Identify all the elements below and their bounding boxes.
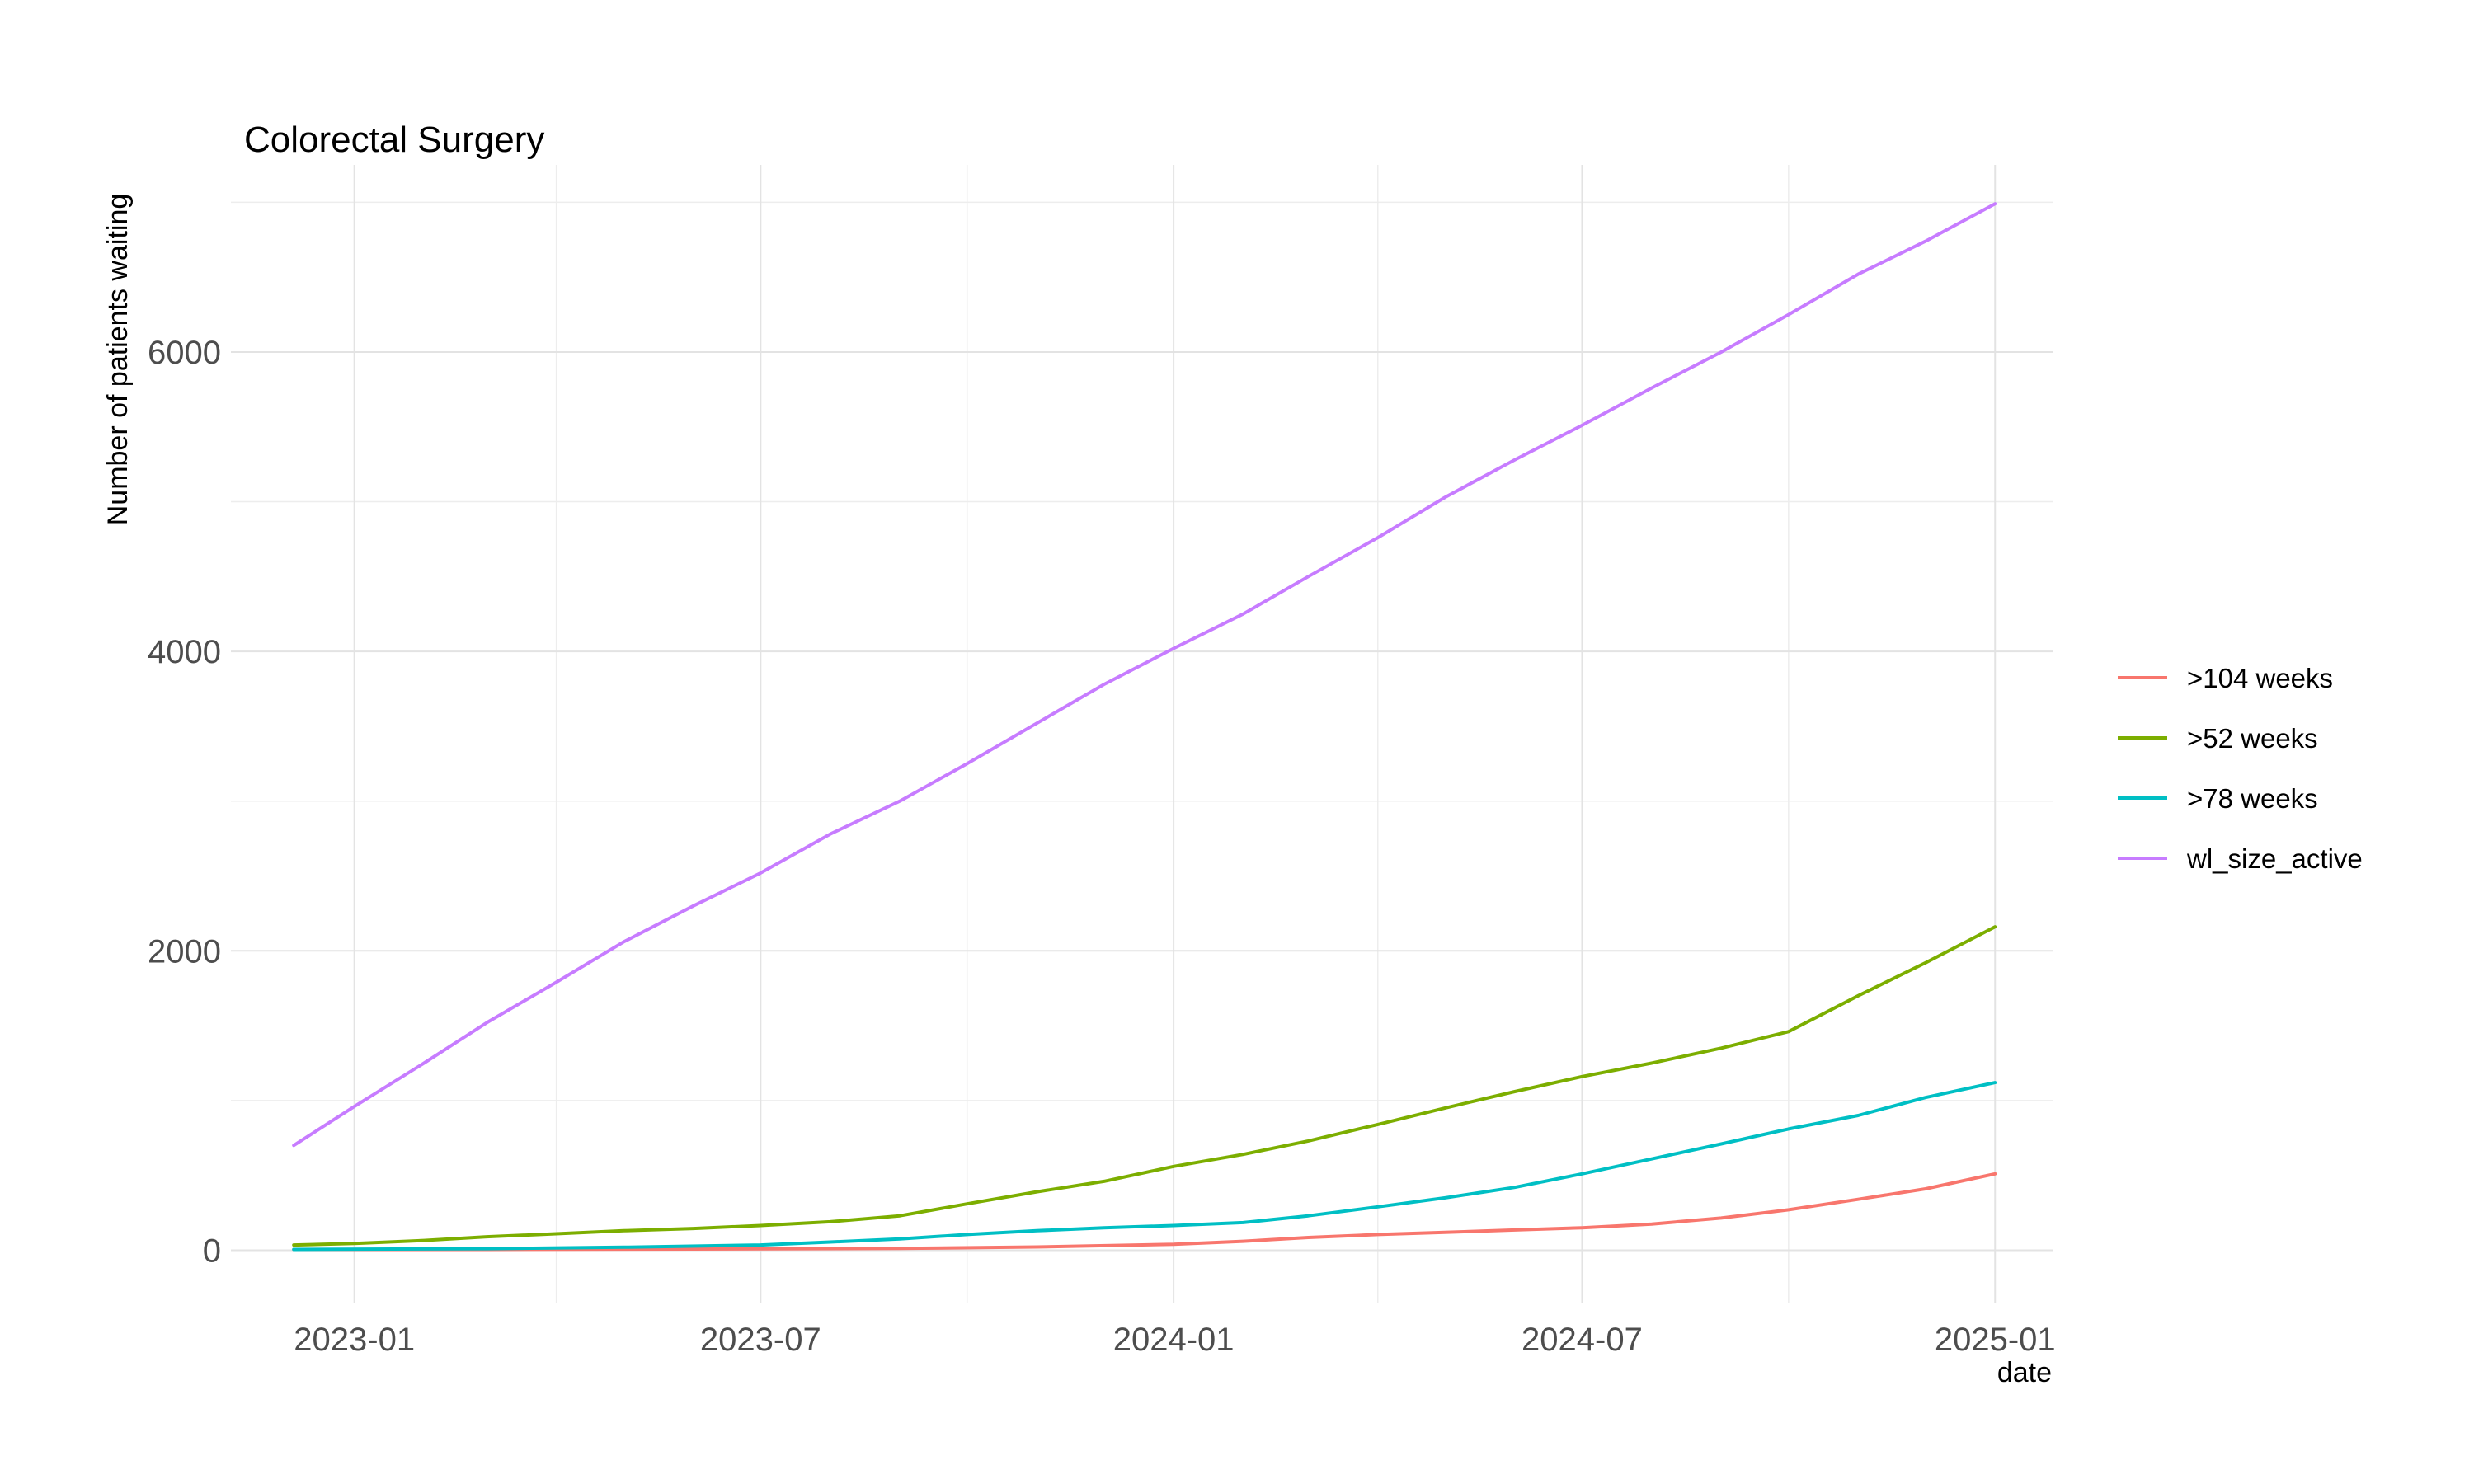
series-line xyxy=(292,1172,1997,1252)
y-tick-label: 6000 xyxy=(148,335,221,371)
x-tick-label: 2024-01 xyxy=(1113,1322,1235,1358)
legend-label: >52 weeks xyxy=(2187,723,2318,754)
legend-label: wl_size_active xyxy=(2186,843,2363,874)
y-tick-label: 0 xyxy=(203,1233,221,1269)
chart-title: Colorectal Surgery xyxy=(244,120,544,160)
y-axis-tick-labels: 0 2000 4000 6000 xyxy=(148,335,221,1269)
series-line xyxy=(292,925,1997,1247)
series-line xyxy=(292,202,1997,1148)
series-lines xyxy=(292,202,1997,1252)
x-tick-label: 2025-01 xyxy=(1935,1322,2056,1358)
y-tick-label: 4000 xyxy=(148,634,221,670)
x-tick-label: 2024-07 xyxy=(1522,1322,1643,1358)
x-axis-tick-labels: 2023-01 2023-07 2024-01 2024-07 2025-01 xyxy=(294,1322,2055,1358)
legend-label: >78 weeks xyxy=(2187,783,2318,814)
legend-label: >104 weeks xyxy=(2187,663,2333,693)
y-axis-title: Number of patients waiting xyxy=(102,194,134,526)
series-line xyxy=(292,1081,1997,1252)
grid xyxy=(231,165,2053,1303)
y-tick-label: 2000 xyxy=(148,933,221,970)
x-tick-label: 2023-07 xyxy=(700,1322,821,1358)
x-tick-label: 2023-01 xyxy=(294,1322,415,1358)
x-axis-title: date xyxy=(1997,1357,2052,1388)
legend: >104 weeks >52 weeks >78 weeks wl_size_acti… xyxy=(2118,663,2363,874)
